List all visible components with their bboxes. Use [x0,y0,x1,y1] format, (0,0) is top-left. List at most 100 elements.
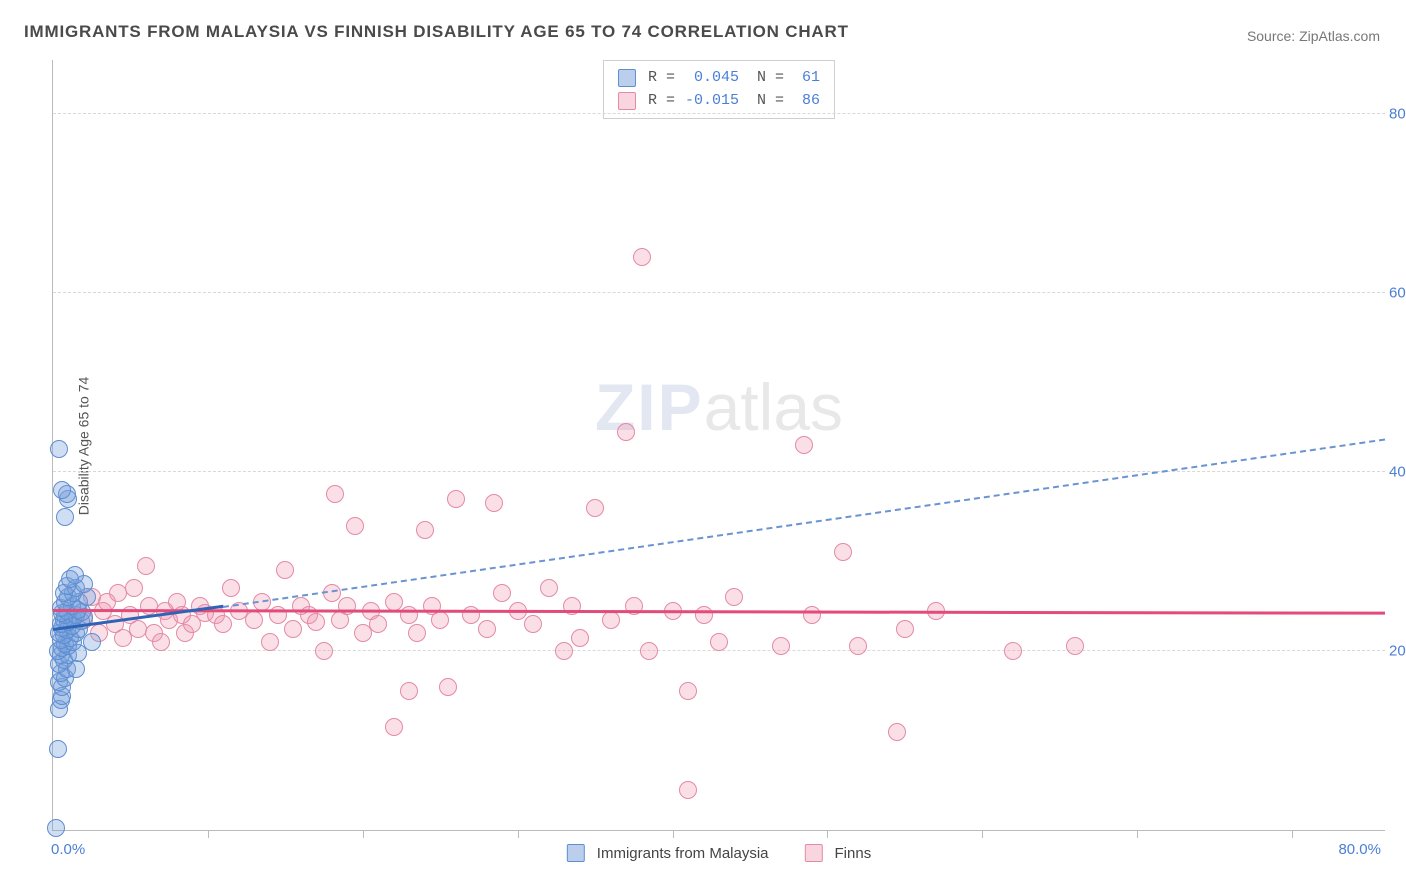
data-point-pink [385,593,403,611]
data-point-pink [125,579,143,597]
x-tick [1137,830,1138,838]
data-point-pink [485,494,503,512]
legend-swatch-blue [618,69,636,87]
plot-area: ZIPatlas R = 0.045 N = 61 R = -0.015 N =… [52,60,1385,831]
data-point-pink [540,579,558,597]
legend-n-value-pink: 86 [792,90,820,113]
source-name: ZipAtlas.com [1299,28,1380,44]
data-point-pink [710,633,728,651]
data-point-blue [50,440,68,458]
data-point-pink [555,642,573,660]
legend-r-label: R = [648,67,675,90]
legend-r-value-blue: 0.045 [683,67,739,90]
data-point-pink [640,642,658,660]
data-point-pink [1066,637,1084,655]
x-tick [1292,830,1293,838]
data-point-pink [602,611,620,629]
legend-item-blue: Immigrants from Malaysia [567,844,769,862]
gridline-h [53,471,1385,472]
data-point-pink [493,584,511,602]
data-point-pink [834,543,852,561]
x-tick [518,830,519,838]
data-point-pink [315,642,333,660]
legend-row-pink: R = -0.015 N = 86 [618,90,820,113]
data-point-pink [679,682,697,700]
source-attribution: Source: ZipAtlas.com [1247,28,1380,44]
legend-item-pink: Finns [805,844,872,862]
y-tick-label: 60.0% [1389,284,1406,301]
y-tick-label: 20.0% [1389,642,1406,659]
data-point-pink [795,436,813,454]
chart-container: IMMIGRANTS FROM MALAYSIA VS FINNISH DISA… [0,0,1406,892]
legend-row-blue: R = 0.045 N = 61 [618,67,820,90]
data-point-pink [431,611,449,629]
data-point-pink [346,517,364,535]
data-point-pink [888,723,906,741]
data-point-pink [152,633,170,651]
legend-n-value-blue: 61 [792,67,820,90]
data-point-pink [772,637,790,655]
data-point-pink [896,620,914,638]
data-point-pink [284,620,302,638]
legend-series: Immigrants from Malaysia Finns [567,844,871,862]
x-tick [363,830,364,838]
data-point-blue [83,633,101,651]
data-point-pink [633,248,651,266]
data-point-pink [369,615,387,633]
gridline-h [53,292,1385,293]
legend-label-pink: Finns [835,845,872,862]
data-point-pink [695,606,713,624]
y-tick-label: 80.0% [1389,105,1406,122]
source-prefix: Source: [1247,28,1299,44]
data-point-pink [478,620,496,638]
legend-label-blue: Immigrants from Malaysia [597,845,769,862]
legend-correlation: R = 0.045 N = 61 R = -0.015 N = 86 [603,60,835,119]
x-tick-zero: 0.0% [51,841,85,858]
data-point-pink [408,624,426,642]
gridline-h [53,113,1385,114]
data-point-pink [462,606,480,624]
data-point-pink [137,557,155,575]
data-point-pink [849,637,867,655]
watermark-atlas: atlas [704,370,843,444]
data-point-blue [49,740,67,758]
data-point-pink [803,606,821,624]
data-point-pink [571,629,589,647]
data-point-pink [276,561,294,579]
legend-n-label: N = [757,67,784,90]
data-point-pink [326,485,344,503]
data-point-pink [679,781,697,799]
data-point-pink [447,490,465,508]
x-tick-max: 80.0% [1338,841,1381,858]
x-tick [982,830,983,838]
legend-r-label: R = [648,90,675,113]
data-point-pink [385,718,403,736]
trend-line-blue-dash [223,439,1385,608]
data-point-pink [307,613,325,631]
data-point-pink [524,615,542,633]
data-point-pink [214,615,232,633]
data-point-blue [47,819,65,837]
data-point-blue [53,481,71,499]
data-point-pink [416,521,434,539]
data-point-blue [66,566,84,584]
legend-swatch-blue [567,844,585,862]
legend-swatch-pink [805,844,823,862]
data-point-pink [245,611,263,629]
data-point-pink [725,588,743,606]
legend-n-label: N = [757,90,784,113]
data-point-pink [1004,642,1022,660]
data-point-pink [617,423,635,441]
data-point-pink [400,682,418,700]
data-point-pink [261,633,279,651]
x-tick [827,830,828,838]
data-point-pink [439,678,457,696]
chart-title: IMMIGRANTS FROM MALAYSIA VS FINNISH DISA… [24,22,849,42]
data-point-pink [222,579,240,597]
x-tick [208,830,209,838]
legend-r-value-pink: -0.015 [683,90,739,113]
data-point-blue [56,508,74,526]
legend-swatch-pink [618,92,636,110]
watermark-zip: ZIP [595,370,704,444]
y-tick-label: 40.0% [1389,463,1406,480]
